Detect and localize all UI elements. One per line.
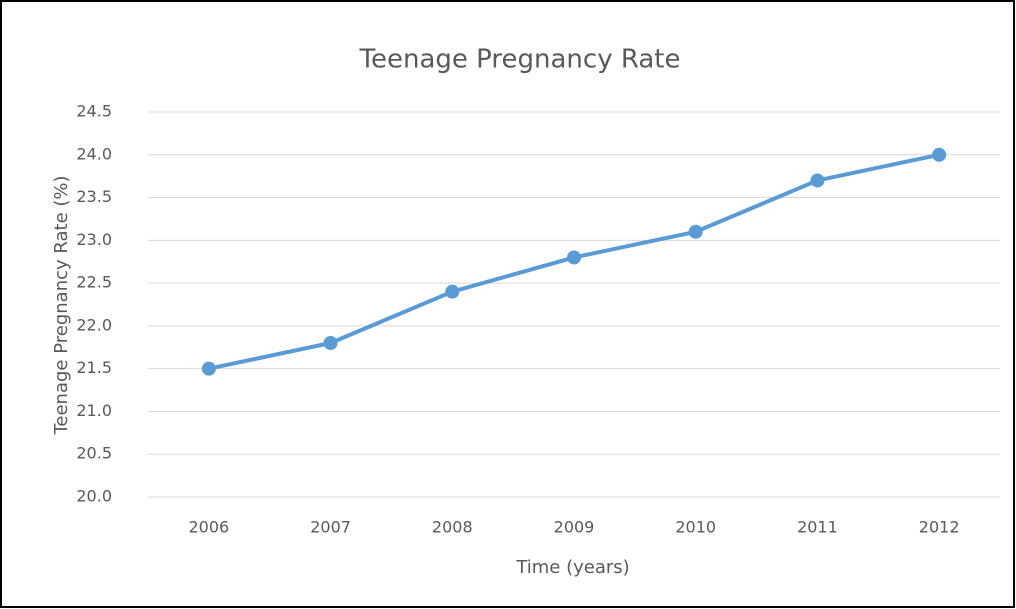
y-tick-label: 21.5 [76, 358, 112, 377]
x-tick-label: 2009 [554, 518, 595, 537]
x-tick-label: 2007 [310, 518, 351, 537]
y-axis-title: Teenage Pregnancy Rate (%) [51, 175, 72, 435]
data-point [810, 173, 825, 188]
x-tick-label: 2012 [919, 518, 960, 537]
y-tick-label: 20.5 [76, 444, 112, 463]
data-point [323, 336, 338, 350]
data-point [567, 250, 581, 265]
data-point [445, 284, 460, 299]
data-point [932, 147, 947, 162]
y-tick-label: 22.5 [76, 273, 112, 292]
x-tick-label: 2011 [797, 518, 838, 537]
data-point [201, 361, 216, 376]
y-tick-label: 21.0 [76, 401, 112, 420]
y-tick-label: 23.5 [76, 187, 112, 206]
chart-title: Teenage Pregnancy Rate [359, 45, 681, 75]
data-point [688, 224, 703, 239]
x-tick-label: 2008 [432, 518, 473, 537]
y-tick-label: 20.0 [76, 487, 112, 506]
y-tick-label: 24.5 [76, 102, 112, 121]
y-tick-label: 24.0 [76, 144, 112, 163]
x-axis-title: Time (years) [515, 557, 629, 578]
y-tick-label: 23.0 [76, 230, 112, 249]
x-tick-label: 2010 [675, 518, 716, 537]
y-tick-label: 22.0 [76, 315, 112, 334]
x-tick-label: 2006 [188, 518, 229, 537]
